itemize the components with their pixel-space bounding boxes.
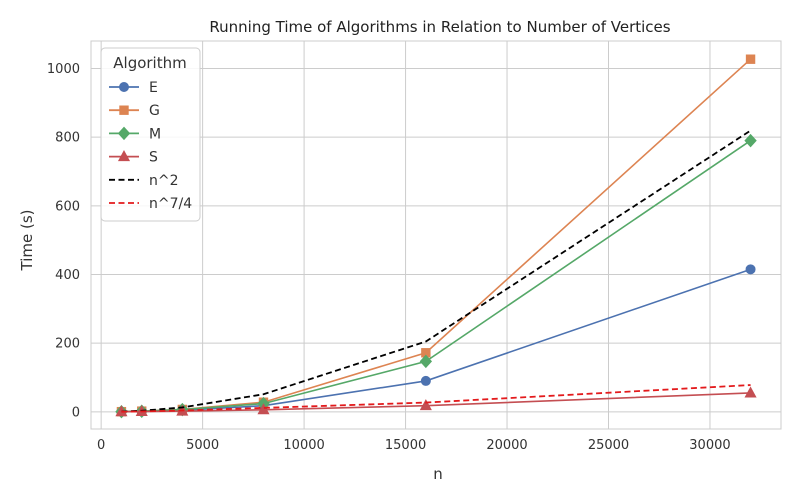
y-tick-label: 600 <box>55 199 80 214</box>
x-tick-label: 10000 <box>283 438 324 453</box>
legend-label: n^7/4 <box>149 196 192 212</box>
legend-label: n^2 <box>149 173 179 189</box>
legend-title: Algorithm <box>113 54 186 72</box>
legend-label: E <box>149 80 158 96</box>
legend-label: M <box>149 126 161 142</box>
legend-item-e: E <box>109 80 158 96</box>
legend-marker <box>119 105 129 115</box>
series-line-g <box>121 58 752 413</box>
legend-label: G <box>149 103 160 119</box>
x-tick-label: 30000 <box>689 438 730 453</box>
data-point-g <box>745 54 756 64</box>
plot-frame <box>90 40 782 430</box>
legend-marker <box>117 126 131 141</box>
x-tick-label: 5000 <box>186 438 219 453</box>
series-e <box>116 264 756 417</box>
data-point-e <box>745 264 756 275</box>
data-point-e <box>420 375 431 386</box>
legend-marker <box>117 150 131 162</box>
legend-label: S <box>149 150 158 166</box>
series-n-2 <box>121 129 752 413</box>
y-tick-label: 200 <box>55 337 80 352</box>
series-line-n-2 <box>121 129 752 413</box>
data-point-m <box>419 354 433 369</box>
data-point-m <box>744 133 757 148</box>
data-point-s <box>419 399 432 411</box>
legend-item-m: M <box>109 126 161 142</box>
series-line-m <box>121 139 752 413</box>
series-layer <box>115 54 757 419</box>
y-tick-label: 800 <box>55 131 80 146</box>
legend-item-g: G <box>109 103 160 119</box>
x-axis-title: n <box>433 465 443 483</box>
series-g <box>116 54 756 417</box>
x-tick-label: 15000 <box>385 438 426 453</box>
x-tick-label: 25000 <box>588 438 629 453</box>
legend-item-s: S <box>109 150 158 166</box>
y-tick-label: 0 <box>72 405 80 420</box>
legend-item-n-7-4: n^7/4 <box>109 196 192 212</box>
y-tick-label: 1000 <box>47 62 80 77</box>
data-point-s <box>744 386 757 398</box>
x-tick-label: 20000 <box>486 438 527 453</box>
y-tick-label: 400 <box>55 268 80 283</box>
x-tick-label: 0 <box>97 438 105 453</box>
series-m <box>115 133 757 419</box>
y-axis-title: Time (s) <box>18 210 36 272</box>
tick-labels: 0 5000 10000 15000 20000 25000 30000 0 200 400 600… <box>47 62 731 453</box>
data-point-s <box>257 403 270 415</box>
legend-item-n-2: n^2 <box>109 173 179 189</box>
legend-marker <box>119 82 129 92</box>
chart-title: Running Time of Algorithms in Relation t… <box>209 18 670 36</box>
